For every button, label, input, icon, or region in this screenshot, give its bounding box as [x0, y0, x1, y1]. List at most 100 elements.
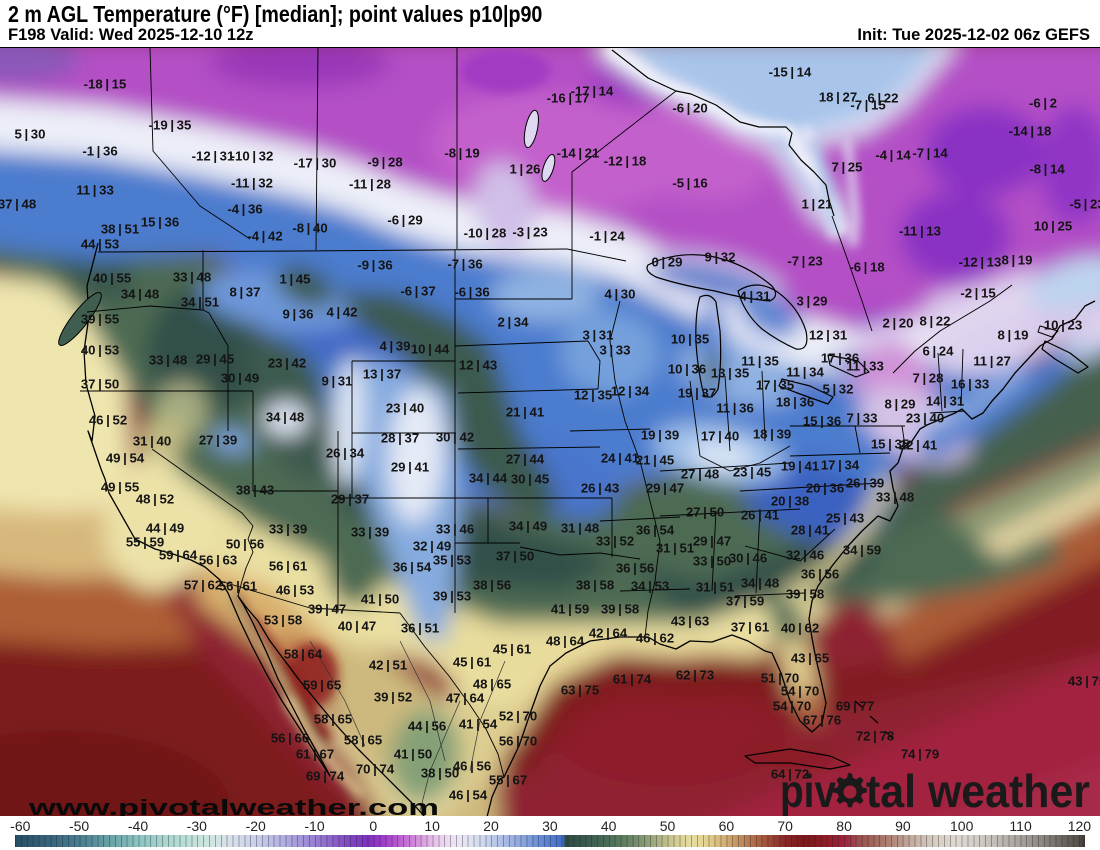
svg-text:-11 | 32: -11 | 32	[231, 176, 273, 191]
svg-text:6 | 22: 6 | 22	[868, 91, 899, 106]
svg-text:-17 | 30: -17 | 30	[294, 156, 337, 171]
svg-text:21 | 45: 21 | 45	[636, 453, 674, 468]
svg-text:33 | 46: 33 | 46	[436, 522, 474, 537]
svg-text:1 | 21: 1 | 21	[802, 197, 833, 212]
svg-text:32 | 46: 32 | 46	[786, 548, 824, 563]
svg-text:46 | 52: 46 | 52	[89, 413, 127, 428]
svg-text:19 | 37: 19 | 37	[678, 386, 716, 401]
svg-text:-5 | 16: -5 | 16	[672, 176, 707, 191]
svg-text:36 | 51: 36 | 51	[401, 621, 439, 636]
svg-text:1 | 26: 1 | 26	[510, 162, 541, 177]
svg-text:33 | 52: 33 | 52	[596, 534, 634, 549]
svg-text:8 | 19: 8 | 19	[998, 328, 1029, 343]
svg-text:26 | 34: 26 | 34	[326, 446, 365, 461]
svg-text:30 | 42: 30 | 42	[436, 430, 474, 445]
svg-text:7 | 25: 7 | 25	[832, 160, 863, 175]
svg-text:28 | 37: 28 | 37	[381, 431, 419, 446]
svg-text:20 | 38: 20 | 38	[771, 494, 809, 509]
svg-text:58 | 65: 58 | 65	[344, 733, 382, 748]
svg-text:33 | 39: 33 | 39	[269, 522, 307, 537]
svg-text:34 | 53: 34 | 53	[631, 579, 669, 594]
svg-text:33 | 39: 33 | 39	[351, 525, 389, 540]
svg-text:17 | 40: 17 | 40	[701, 429, 739, 444]
svg-text:9 | 32: 9 | 32	[705, 250, 736, 265]
svg-text:-8 | 14: -8 | 14	[1029, 162, 1065, 177]
svg-text:39 | 55: 39 | 55	[81, 312, 119, 327]
svg-text:37 | 61: 37 | 61	[731, 620, 769, 635]
svg-text:30 | 49: 30 | 49	[221, 371, 259, 386]
svg-text:51 | 70: 51 | 70	[761, 671, 799, 686]
svg-text:46 | 53: 46 | 53	[276, 583, 314, 598]
svg-text:48 | 52: 48 | 52	[136, 492, 174, 507]
svg-text:27 | 44: 27 | 44	[506, 452, 545, 467]
svg-text:56 | 66: 56 | 66	[271, 731, 309, 746]
svg-text:59 | 65: 59 | 65	[303, 678, 341, 693]
svg-text:41 | 59: 41 | 59	[551, 602, 589, 617]
svg-text:-9 | 36: -9 | 36	[357, 258, 392, 273]
svg-text:43 | 63: 43 | 63	[671, 614, 709, 629]
svg-text:44 | 53: 44 | 53	[81, 237, 119, 252]
svg-text:14 | 31: 14 | 31	[926, 394, 964, 409]
svg-text:29 | 37: 29 | 37	[331, 492, 369, 507]
svg-text:45 | 61: 45 | 61	[493, 642, 531, 657]
svg-text:64 | 72: 64 | 72	[771, 767, 809, 782]
svg-text:23 | 45: 23 | 45	[733, 465, 771, 480]
svg-text:58 | 65: 58 | 65	[314, 712, 352, 727]
svg-text:31 | 48: 31 | 48	[561, 521, 599, 536]
svg-text:tal weather: tal weather	[866, 765, 1090, 817]
svg-text:-1 | 24: -1 | 24	[589, 229, 625, 244]
svg-text:12 | 34: 12 | 34	[611, 384, 650, 399]
svg-text:47 | 64: 47 | 64	[446, 691, 485, 706]
svg-text:56 | 70: 56 | 70	[499, 734, 537, 749]
svg-text:54 | 70: 54 | 70	[773, 699, 811, 714]
svg-text:42 | 51: 42 | 51	[369, 658, 407, 673]
svg-text:4 | 30: 4 | 30	[605, 287, 636, 302]
svg-text:46 | 62: 46 | 62	[636, 631, 674, 646]
svg-text:58 | 64: 58 | 64	[284, 647, 323, 662]
svg-text:19 | 39: 19 | 39	[641, 428, 679, 443]
svg-text:32 | 49: 32 | 49	[413, 539, 451, 554]
svg-text:23 | 40: 23 | 40	[906, 411, 944, 426]
svg-text:-1 | 36: -1 | 36	[82, 144, 117, 159]
svg-text:29 | 47: 29 | 47	[646, 481, 684, 496]
svg-text:-2 | 15: -2 | 15	[960, 286, 995, 301]
svg-text:42 | 64: 42 | 64	[589, 626, 628, 641]
svg-text:-15 | 14: -15 | 14	[769, 65, 812, 80]
svg-text:-7 | 23: -7 | 23	[787, 254, 822, 269]
svg-text:-14 | 18: -14 | 18	[1009, 124, 1052, 139]
svg-text:8 | 29: 8 | 29	[885, 397, 916, 412]
svg-text:29 | 45: 29 | 45	[196, 352, 234, 367]
svg-text:10 | 36: 10 | 36	[668, 362, 706, 377]
svg-text:38 | 50: 38 | 50	[421, 766, 459, 781]
svg-text:piv: piv	[780, 765, 836, 817]
svg-text:39 | 58: 39 | 58	[786, 587, 824, 602]
svg-text:15 | 36: 15 | 36	[803, 414, 841, 429]
svg-text:11 | 34: 11 | 34	[786, 365, 824, 380]
svg-text:-14 | 21: -14 | 21	[557, 146, 600, 161]
svg-text:31 | 51: 31 | 51	[656, 541, 694, 556]
svg-text:46 | 54: 46 | 54	[449, 788, 488, 803]
svg-text:29 | 47: 29 | 47	[693, 534, 731, 549]
svg-text:12 | 35: 12 | 35	[574, 388, 612, 403]
svg-text:6 | 24: 6 | 24	[923, 344, 955, 359]
svg-text:-6 | 18: -6 | 18	[849, 260, 884, 275]
svg-text:0 | 29: 0 | 29	[652, 255, 683, 270]
svg-text:18 | 36: 18 | 36	[776, 395, 814, 410]
svg-text:-7 | 15: -7 | 15	[850, 98, 885, 113]
svg-text:-16 | 17: -16 | 17	[547, 91, 590, 106]
svg-text:26 | 41: 26 | 41	[741, 508, 779, 523]
svg-text:49 | 55: 49 | 55	[101, 480, 139, 495]
svg-text:4 | 31: 4 | 31	[740, 289, 771, 304]
svg-text:18 | 39: 18 | 39	[753, 427, 791, 442]
svg-text:15 | 35: 15 | 35	[871, 437, 909, 452]
svg-text:56 | 61: 56 | 61	[269, 559, 307, 574]
svg-text:40 | 55: 40 | 55	[93, 271, 131, 286]
svg-text:4 | 42: 4 | 42	[327, 305, 358, 320]
svg-text:12 | 43: 12 | 43	[459, 358, 497, 373]
svg-text:11 | 35: 11 | 35	[741, 354, 779, 369]
svg-text:36 | 56: 36 | 56	[801, 567, 839, 582]
svg-text:57 | 62: 57 | 62	[184, 578, 222, 593]
svg-text:27 | 39: 27 | 39	[199, 433, 237, 448]
svg-text:31 | 40: 31 | 40	[133, 434, 171, 449]
svg-text:2 | 34: 2 | 34	[498, 315, 530, 330]
